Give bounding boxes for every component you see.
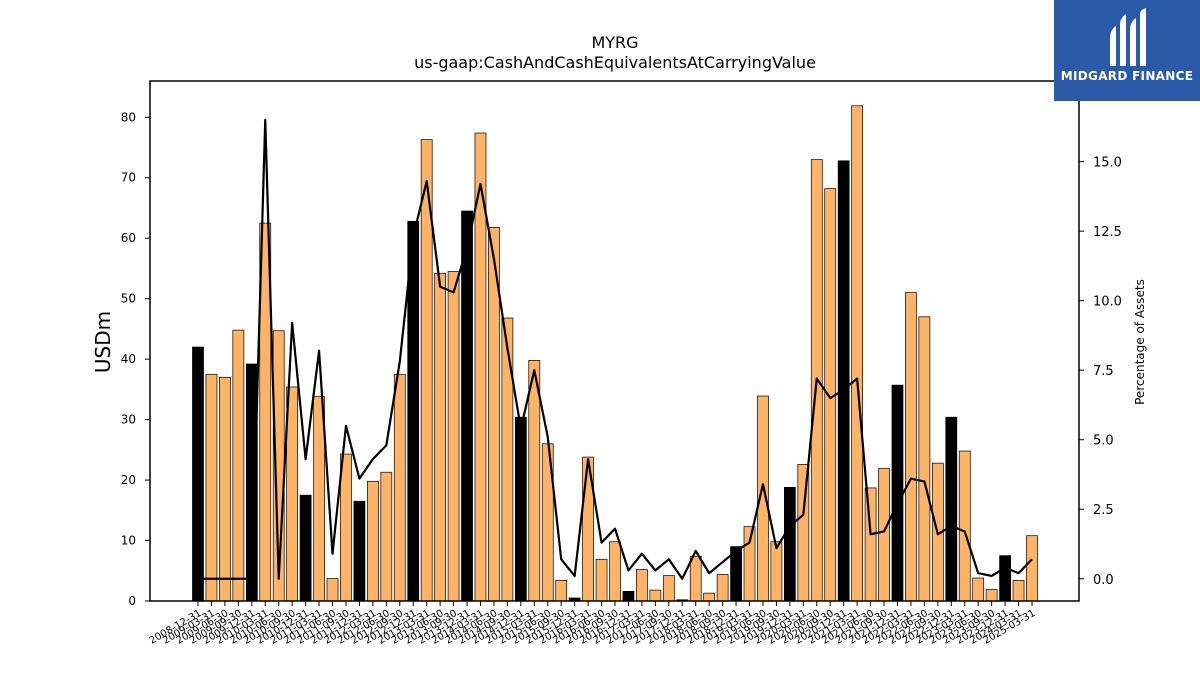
bar-2021-09-30: [878, 468, 890, 602]
y2-tick-label: 7.5: [1093, 364, 1114, 379]
bar-2018-06-30: [703, 592, 716, 602]
bar-2013-09-30: [447, 271, 460, 602]
y2-tick-label: 5.0: [1093, 434, 1114, 449]
pct-of-assets-line: [198, 118, 1033, 580]
bar-2023-12-31: [999, 555, 1011, 602]
y-tick-label: 80: [121, 110, 136, 124]
bar-2018-03-31: [689, 555, 702, 602]
y-axis-ticks: 0 10 20 30 40 50 60 70 80: [121, 110, 150, 608]
bar-2013-06-30: [434, 272, 446, 602]
y-tick-label: 50: [121, 292, 136, 306]
bar-2009-06-30: [219, 376, 231, 602]
y-tick-label: 60: [121, 231, 136, 245]
bar-2011-09-30: [340, 453, 352, 602]
bar-2023-09-30: [985, 589, 998, 602]
bar-2015-09-30: [555, 580, 568, 602]
chart-subtitle: us-gaap:CashAndCashEquivalentsAtCarrying…: [414, 53, 816, 72]
y2-tick-label: 2.5: [1093, 503, 1114, 518]
bar-2017-03-31: [636, 569, 648, 602]
y2-axis-label: Percentage of Assets: [1133, 279, 1147, 405]
bar-2022-03-31: [905, 292, 917, 602]
y2-tick-label: 10.0: [1093, 295, 1122, 310]
chart-title: MYRG: [591, 33, 638, 52]
bar-2012-06-30: [380, 471, 393, 602]
bar-2016-06-30: [595, 558, 608, 602]
bar-2014-09-30: [501, 317, 514, 602]
bar-2024-06-30: [1026, 535, 1038, 602]
y-tick-label: 30: [121, 413, 136, 427]
x-axis-ticks: 2008-12-312009-03-312009-06-302009-09-30…: [148, 601, 1038, 647]
bar-2022-06-30: [918, 316, 931, 602]
y-tick-label: 10: [121, 534, 136, 548]
bar-2020-12-31: [837, 160, 850, 602]
y2-axis-ticks: 0.0 2.5 5.0 7.5 10.0 12.5 15.0: [1079, 156, 1122, 588]
bar-2009-03-31: [205, 373, 218, 602]
bar-2011-03-31: [313, 396, 325, 602]
bar-2008-12-31: [192, 346, 204, 602]
logo-badge: MIDGARD FINANCE: [1054, 0, 1200, 101]
y-tick-label: 40: [121, 352, 136, 366]
bar-2012-03-31: [367, 480, 379, 602]
bar-2018-09-30: [716, 574, 729, 602]
bar-2010-12-31: [299, 494, 312, 602]
bar-2022-12-31: [945, 416, 958, 602]
bar-2017-06-30: [649, 589, 662, 602]
bar-2021-03-31: [851, 105, 863, 602]
y-tick-label: 70: [121, 171, 136, 185]
plot-frame: [149, 80, 1080, 602]
bar-2011-06-30: [326, 578, 339, 602]
y2-tick-label: 15.0: [1093, 156, 1122, 171]
logo-text: MIDGARD FINANCE: [1060, 69, 1194, 83]
bar-2013-12-31: [461, 210, 473, 602]
logo-mark-icon: [1110, 8, 1146, 66]
bar-2012-09-30: [393, 373, 406, 602]
y2-tick-label: 12.5: [1093, 225, 1122, 240]
pct-line-group: [198, 118, 1033, 580]
bar-2009-09-30: [232, 329, 245, 602]
bar-2021-12-31: [891, 384, 904, 602]
y-axis-label: USDm: [91, 311, 115, 373]
bar-2021-06-30: [864, 487, 877, 602]
bar-2019-09-30: [770, 541, 783, 602]
y-tick-label: 0: [128, 594, 136, 608]
bar-2017-09-30: [662, 575, 675, 602]
bar-2014-12-31: [514, 416, 527, 602]
bar-2024-03-31: [1012, 580, 1025, 602]
bar-2019-12-31: [784, 486, 796, 602]
bar-2023-03-31: [958, 450, 971, 602]
bar-2011-12-31: [353, 500, 366, 602]
y2-tick-label: 0.0: [1093, 573, 1114, 588]
y-tick-label: 20: [121, 473, 136, 487]
bar-2016-09-30: [609, 541, 621, 602]
bar-2015-03-31: [528, 360, 541, 602]
bar-2016-12-31: [622, 590, 635, 602]
bar-2023-06-30: [972, 577, 985, 602]
bar-2010-09-30: [286, 386, 299, 602]
